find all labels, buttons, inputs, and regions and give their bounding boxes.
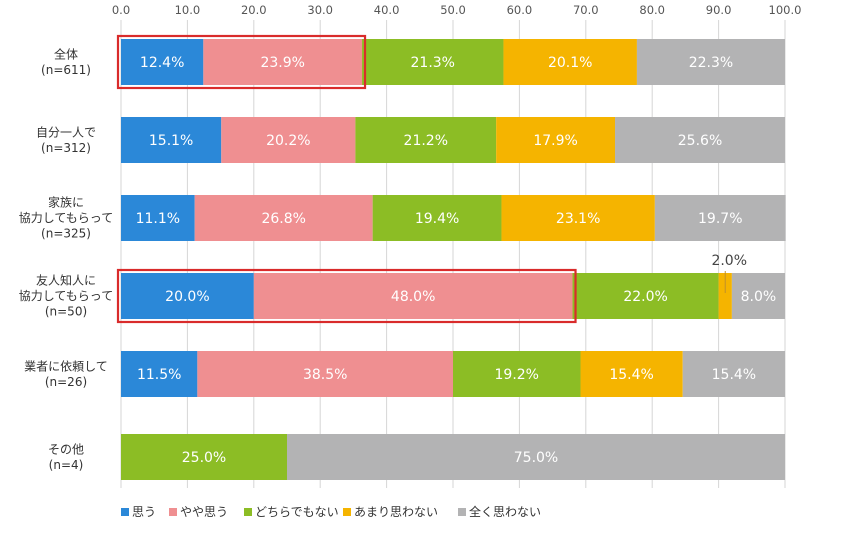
bar-segment [121, 195, 195, 241]
data-label: 19.4% [415, 211, 459, 227]
bar-segment [496, 117, 616, 163]
x-tick-label: 10.0 [175, 3, 201, 17]
data-label: 19.7% [698, 211, 742, 227]
bar-segment [682, 351, 785, 397]
data-label: 8.0% [741, 289, 777, 305]
bar-segment [121, 117, 222, 163]
data-label: 26.8% [261, 211, 305, 227]
category-label: 協力してもらって [19, 288, 113, 303]
category-label: 業者に依頼して [24, 358, 108, 373]
data-label: 22.0% [623, 289, 667, 305]
category-label: 自分一人で [36, 125, 96, 139]
legend-swatch [244, 508, 252, 516]
category-label: 友人知人に [36, 274, 96, 288]
category-label: (n=325) [41, 227, 91, 241]
data-label: 23.9% [260, 55, 304, 71]
bar-segment [253, 273, 573, 319]
highlight-box [116, 34, 367, 90]
category-label: 全体 [54, 46, 78, 61]
bar-segment [501, 195, 655, 241]
x-tick-label: 0.0 [112, 3, 130, 17]
legend-label: どちらでもない [255, 505, 339, 519]
bar-segment [615, 117, 785, 163]
data-label: 12.4% [140, 55, 184, 71]
bar-segment [121, 273, 254, 319]
bar-segment [731, 273, 785, 319]
bar-segment [197, 351, 453, 397]
data-label: 17.9% [533, 133, 577, 149]
x-tick-label: 60.0 [507, 3, 533, 17]
legend-swatch [458, 508, 466, 516]
data-label: 20.1% [548, 55, 592, 71]
bar-segment [718, 273, 732, 319]
data-label: 21.2% [404, 133, 448, 149]
x-tick-label: 20.0 [241, 3, 267, 17]
data-label: 48.0% [391, 289, 435, 305]
bar-segment [636, 39, 785, 85]
data-label: 22.3% [689, 55, 733, 71]
bar-segment [121, 434, 287, 480]
bar-segment [572, 273, 719, 319]
bar-segment [362, 39, 504, 85]
legend-swatch [343, 508, 351, 516]
bar-segment [654, 195, 786, 241]
legend-swatch [169, 508, 177, 516]
bar-segment [580, 351, 683, 397]
legend-label: 全く思わない [469, 504, 541, 519]
highlight-box [116, 268, 577, 324]
data-label: 21.3% [411, 55, 455, 71]
data-label: 11.1% [136, 211, 180, 227]
category-label: (n=4) [49, 458, 84, 472]
category-label: (n=50) [45, 305, 87, 319]
data-label: 15.4% [712, 367, 756, 383]
category-label: 家族に [48, 195, 84, 210]
category-label: (n=312) [41, 141, 91, 155]
bar-segment [194, 195, 373, 241]
legend-label: あまり思わない [354, 505, 438, 519]
data-label: 20.0% [165, 289, 209, 305]
x-tick-label: 90.0 [706, 3, 732, 17]
legend-label: やや思う [180, 505, 228, 519]
x-tick-label: 40.0 [374, 3, 400, 17]
x-tick-label: 80.0 [639, 3, 665, 17]
data-label: 25.6% [678, 133, 722, 149]
legend-label: 思う [132, 505, 156, 519]
bar-segment [121, 351, 198, 397]
data-label: 23.1% [556, 211, 600, 227]
bar-segment [221, 117, 356, 163]
data-label: 20.2% [266, 133, 310, 149]
data-label: 11.5% [137, 367, 181, 383]
category-label: 協力してもらって [19, 210, 113, 225]
legend-swatch [121, 508, 129, 516]
data-label: 25.0% [182, 450, 226, 466]
bar-segment [372, 195, 502, 241]
bar-segment [503, 39, 637, 85]
bar-segment [203, 39, 363, 85]
category-label: (n=26) [45, 375, 87, 389]
x-tick-label: 50.0 [440, 3, 466, 17]
data-label: 19.2% [495, 367, 539, 383]
data-label: 15.4% [609, 367, 653, 383]
category-label: その他 [48, 442, 84, 456]
bar-segment [453, 351, 581, 397]
data-label: 38.5% [303, 367, 347, 383]
x-tick-label: 70.0 [573, 3, 599, 17]
x-tick-label: 100.0 [769, 3, 802, 17]
bar-segment [355, 117, 497, 163]
x-tick-label: 30.0 [307, 3, 333, 17]
bar-segment [287, 434, 785, 480]
data-label: 75.0% [514, 450, 558, 466]
data-label: 2.0% [711, 253, 747, 269]
data-label: 15.1% [149, 133, 193, 149]
bar-segment [121, 39, 204, 85]
category-label: (n=611) [41, 63, 91, 77]
